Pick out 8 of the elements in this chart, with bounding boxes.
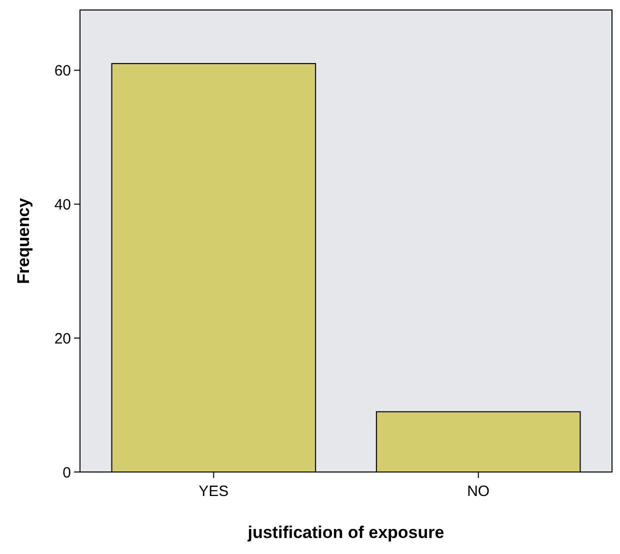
y-tick-label: 20 [54,330,71,348]
y-tick-label: 60 [54,62,71,80]
y-tick-label: 40 [54,196,71,214]
y-axis-title: Frequency [14,197,33,284]
y-tick-label: 0 [62,464,71,482]
x-axis-title: justification of exposure [246,523,444,542]
x-tick-label: YES [198,483,229,500]
x-tick-label: NO [467,483,490,500]
